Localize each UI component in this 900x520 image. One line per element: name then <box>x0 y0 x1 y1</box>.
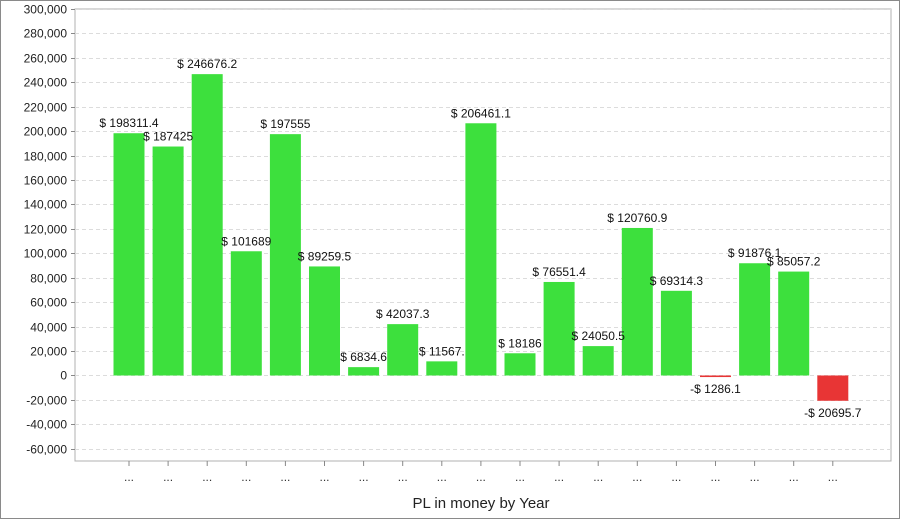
data-label: $ 198311.4 <box>99 116 158 130</box>
bar <box>152 146 184 376</box>
x-tick-label: ... <box>632 470 642 484</box>
x-tick-label: ... <box>359 470 369 484</box>
x-axis: ........................................… <box>124 461 838 484</box>
y-tick-label: 200,000 <box>24 125 68 139</box>
data-label: $ 85057.2 <box>767 255 821 269</box>
y-tick-label: 100,000 <box>24 247 68 261</box>
y-tick-label: 20,000 <box>30 345 67 359</box>
data-label: $ 6834.6 <box>340 350 387 364</box>
x-tick-label: ... <box>124 470 134 484</box>
y-tick-label: 280,000 <box>24 27 68 41</box>
data-label: $ 187425 <box>143 130 193 144</box>
y-tick-label: 0 <box>60 369 67 383</box>
x-tick-label: ... <box>593 470 603 484</box>
bar <box>230 251 262 376</box>
data-label: $ 76551.4 <box>532 265 586 279</box>
x-tick-label: ... <box>476 470 486 484</box>
bar <box>504 353 536 376</box>
data-label: $ 42037.3 <box>376 307 430 321</box>
data-labels: $ 198311.4$ 187425 $ 246676.2 $ 101689 $ 19… <box>99 57 861 420</box>
bar <box>778 271 810 376</box>
bar <box>739 263 771 376</box>
y-tick-label: 40,000 <box>30 321 67 335</box>
bar <box>817 375 849 401</box>
bar <box>543 281 575 376</box>
y-tick-label: 60,000 <box>30 296 67 310</box>
bar <box>660 290 692 376</box>
data-label: $ 101689 <box>221 234 271 248</box>
bar <box>465 123 497 376</box>
y-tick-label: 80,000 <box>30 272 67 286</box>
data-label: -$ 20695.7 <box>804 406 862 420</box>
data-label: $ 91876.1 <box>728 246 782 260</box>
bar <box>582 346 614 376</box>
y-tick-label: 240,000 <box>24 76 68 90</box>
x-tick-label: ... <box>398 470 408 484</box>
y-tick-label: -20,000 <box>26 394 67 408</box>
bar <box>191 74 223 376</box>
x-tick-label: ... <box>437 470 447 484</box>
y-tick-label: 180,000 <box>24 150 68 164</box>
x-tick-label: ... <box>789 470 799 484</box>
bar <box>269 134 301 376</box>
y-tick-label: 260,000 <box>24 52 68 66</box>
x-tick-label: ... <box>750 470 760 484</box>
bar <box>700 375 731 378</box>
x-tick-label: ... <box>554 470 564 484</box>
x-tick-label: ... <box>319 470 329 484</box>
y-tick-label: 160,000 <box>24 174 68 188</box>
x-tick-label: ... <box>163 470 173 484</box>
x-tick-label: ... <box>202 470 212 484</box>
data-label: $ 246676.2 <box>177 57 237 71</box>
y-tick-label: -60,000 <box>26 443 67 457</box>
x-tick-label: ... <box>241 470 251 484</box>
y-tick-label: -40,000 <box>26 418 67 432</box>
x-tick-label: ... <box>515 470 525 484</box>
y-tick-label: 220,000 <box>24 101 68 115</box>
bar <box>621 227 653 376</box>
data-label: $ 89259.5 <box>298 249 352 263</box>
bar <box>309 266 340 376</box>
bar <box>113 133 145 376</box>
data-label: $ 18186 <box>498 336 542 350</box>
data-label: $ 206461.1 <box>451 106 511 120</box>
data-label: -$ 1286.1 <box>690 382 741 396</box>
y-tick-label: 120,000 <box>24 223 68 237</box>
bar <box>348 367 380 376</box>
data-label: $ 197555 <box>260 117 310 131</box>
data-label: $ 24050.5 <box>572 329 626 343</box>
x-tick-label: ... <box>828 470 838 484</box>
x-tick-label: ... <box>671 470 681 484</box>
x-axis-title: PL in money by Year <box>412 495 549 512</box>
bar <box>387 324 419 376</box>
data-label: $ 69314.3 <box>650 274 704 288</box>
x-tick-label: ... <box>710 470 720 484</box>
y-tick-label: 300,000 <box>24 3 68 17</box>
x-tick-label: ... <box>280 470 290 484</box>
data-label: $ 120760.9 <box>607 211 667 225</box>
data-label: $ 11567. <box>419 344 465 358</box>
y-tick-label: 140,000 <box>24 198 68 212</box>
bar <box>426 361 458 376</box>
y-axis: 300,000 280,000 260,000 240,000 220,000 200,0… <box>24 3 75 457</box>
bars <box>113 74 849 401</box>
